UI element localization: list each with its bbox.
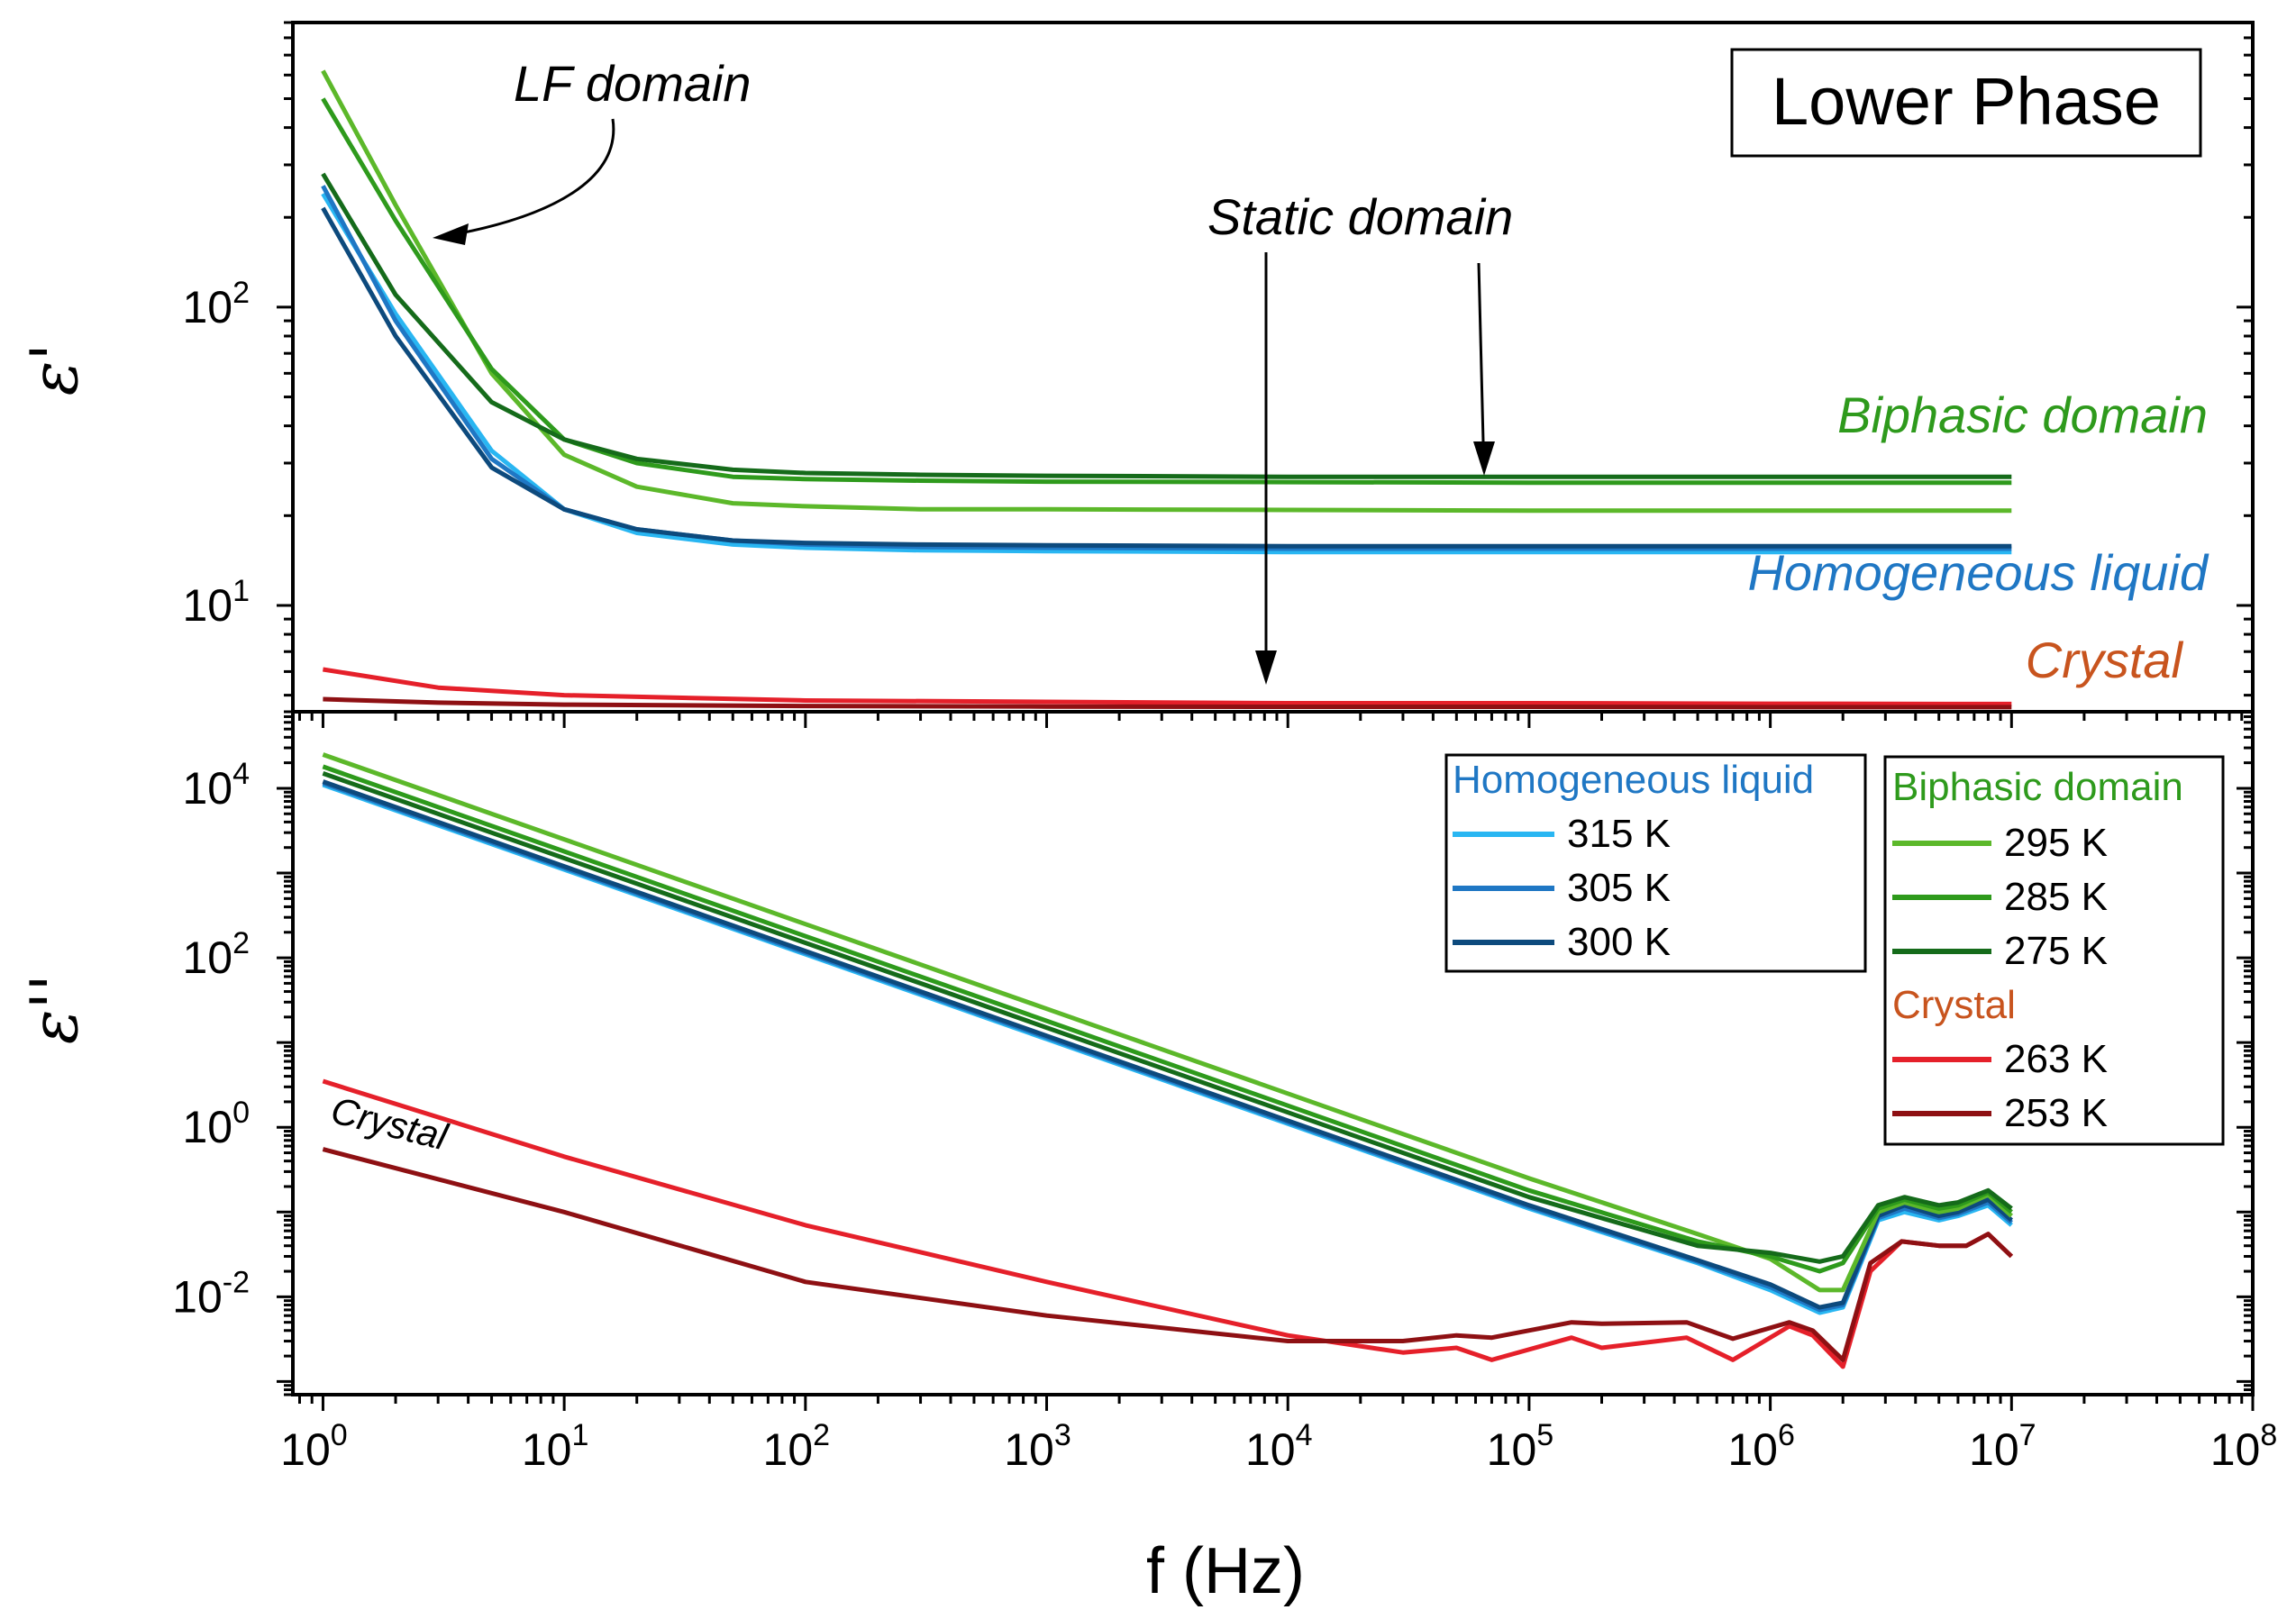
legend-entry-label: 263 K — [2004, 1037, 2108, 1081]
static-arrowhead-biphasic-icon — [1473, 441, 1495, 476]
legend-entries: 295 K 285 K 275 K — [1892, 821, 2108, 973]
legend-box — [1444, 753, 1867, 973]
biphasic-domain-label: Biphasic domain — [1837, 387, 2208, 443]
series-line-253k — [322, 1147, 2014, 1362]
x-tick-label: 102 — [763, 1418, 831, 1475]
x-axis-label: f (Hz) — [1146, 1535, 1305, 1607]
x-tick-label: 108 — [2210, 1418, 2278, 1475]
top-y-ticks: 101 102 — [182, 21, 2253, 697]
legend-entry-label: 315 K — [1567, 812, 1671, 856]
static-domain-label: Static domain — [1207, 188, 1513, 245]
x-tick-label: 106 — [1727, 1418, 1795, 1475]
bottom-x-ticks: 100 101 102 103 104 105 106 107 108 — [280, 1395, 2277, 1475]
series-line-285k — [321, 97, 2012, 486]
x-tick-label: 104 — [1245, 1418, 1313, 1475]
x-tick-label: 101 — [522, 1418, 589, 1475]
series-line-275k — [321, 172, 2012, 479]
top-y-axis-label: ε' — [16, 343, 92, 396]
bottom-series-group — [322, 752, 2014, 1369]
series-line-275k — [322, 771, 2013, 1264]
x-tick-label: 100 — [280, 1418, 348, 1475]
legend-entries: 263 K 253 K — [1892, 1037, 2108, 1135]
legend-entry-label: 305 K — [1567, 866, 1671, 910]
legend-title: Biphasic domain — [1892, 765, 2183, 809]
series-line-300k — [321, 206, 2012, 549]
homogeneous-liquid-label: Homogeneous liquid — [1747, 544, 2209, 601]
legend-title: Homogeneous liquid — [1453, 758, 1814, 802]
top-title-box: Lower Phase — [1730, 48, 2202, 158]
legend-entry-label: 285 K — [2004, 875, 2108, 919]
series-line-315k — [321, 192, 2012, 555]
x-tick-label: 103 — [1004, 1418, 1071, 1475]
legend-entry-label: 295 K — [2004, 821, 2108, 865]
lf-domain-arrow — [454, 118, 615, 236]
y-tick-label: 104 — [182, 757, 250, 814]
series-line-295k — [322, 752, 2013, 1293]
lf-domain-label: LF domain — [514, 55, 752, 112]
legend-entry-label: 253 K — [2004, 1091, 2108, 1135]
y-tick-label: 101 — [182, 574, 250, 631]
legend-entry-label: 300 K — [1567, 920, 1671, 964]
static-domain-arrow-biphasic — [1477, 262, 1485, 442]
y-tick-label: 100 — [182, 1096, 250, 1152]
y-tick-label: 102 — [182, 926, 250, 983]
series-line-300k — [322, 779, 2013, 1310]
lf-domain-arrowhead-icon — [433, 223, 469, 245]
title-box-frame — [1730, 48, 2202, 158]
bottom-y-ticks: 10-2 100 102 104 — [172, 710, 2253, 1396]
series-line-263k — [323, 667, 2012, 706]
series-line-253k — [323, 696, 2012, 710]
bottom-y-axis-label: ε'' — [16, 974, 92, 1044]
legend-entries: 315 K 305 K 300 K — [1453, 812, 1671, 964]
x-tick-label: 107 — [1969, 1418, 2036, 1475]
legend-title-crystal: Crystal — [1892, 983, 2016, 1027]
y-tick-label: 102 — [182, 276, 250, 332]
legend-homogeneous-liquid: Homogeneous liquid 315 K 305 K 300 K — [1444, 753, 1867, 973]
bottom-plot-frame — [291, 710, 2255, 1396]
series-line-295k — [321, 69, 2012, 514]
static-arrowhead-crystal-icon — [1255, 650, 1277, 685]
x-tick-label: 105 — [1487, 1418, 1554, 1475]
top-annotations: LF domain Static domain Biphasic domain … — [433, 55, 2209, 688]
top-series-group — [321, 69, 2012, 710]
y-tick-label: 10-2 — [172, 1265, 250, 1322]
series-line-285k — [322, 764, 2013, 1274]
chart-title: Lower Phase — [1772, 64, 2161, 139]
crystal-label-top: Crystal — [2026, 632, 2184, 688]
legend-entry-label: 275 K — [2004, 929, 2108, 973]
